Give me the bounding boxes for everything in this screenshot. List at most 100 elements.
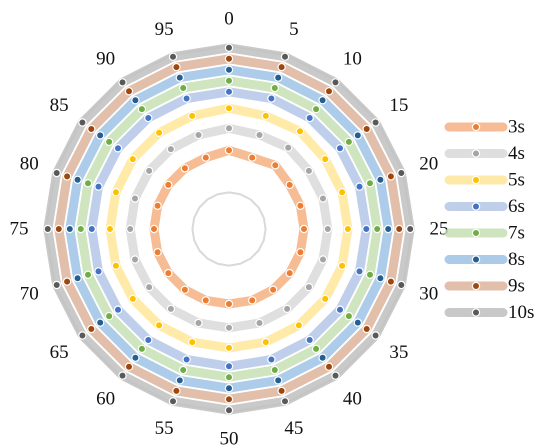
series-10s — [43, 43, 415, 415]
data-point-10s-0 — [224, 43, 234, 53]
data-point-5s-90 — [154, 128, 164, 137]
data-point-5s-50 — [224, 343, 234, 353]
data-point-6s-25 — [362, 224, 371, 234]
data-point-4s-10 — [284, 143, 293, 152]
data-point-10s-70 — [52, 280, 61, 290]
tick-label-30: 30 — [419, 283, 438, 304]
data-point-10s-45 — [280, 397, 290, 406]
data-point-4s-80 — [130, 194, 140, 203]
data-point-8s-85 — [95, 131, 105, 140]
series-7s — [76, 76, 382, 382]
data-point-10s-35 — [371, 331, 380, 340]
data-point-4s-15 — [304, 166, 314, 176]
data-point-9s-10 — [324, 87, 334, 96]
legend-label-9s: 9s — [508, 276, 525, 297]
data-point-3s-85 — [164, 180, 173, 190]
data-point-10s-50 — [224, 406, 234, 415]
legend-marker-8s — [471, 255, 481, 264]
legend-item-3s: 3s — [444, 117, 525, 138]
data-point-6s-45 — [267, 355, 276, 364]
data-point-3s-15 — [285, 180, 294, 190]
data-point-4s-25 — [323, 224, 332, 234]
legend-item-7s: 7s — [444, 223, 525, 244]
data-point-6s-55 — [182, 355, 191, 364]
legend-marker-5s — [471, 175, 481, 185]
data-point-9s-90 — [124, 87, 134, 96]
data-point-3s-25 — [299, 224, 309, 234]
data-point-3s-30 — [296, 247, 305, 257]
data-point-10s-20 — [397, 168, 406, 178]
data-point-3s-10 — [271, 161, 280, 170]
legend-item-10s: 10s — [444, 302, 534, 323]
data-point-7s-55 — [178, 365, 188, 375]
data-point-8s-80 — [73, 175, 82, 184]
data-point-9s-50 — [224, 395, 234, 404]
data-point-9s-65 — [87, 324, 96, 334]
data-point-8s-5 — [274, 73, 283, 82]
data-point-4s-50 — [224, 323, 234, 332]
data-point-8s-50 — [224, 384, 234, 393]
tick-label-10: 10 — [343, 49, 362, 70]
data-point-10s-75 — [43, 224, 53, 234]
legend-label-6s: 6s — [508, 196, 525, 217]
data-point-6s-50 — [224, 362, 234, 371]
data-point-6s-80 — [94, 182, 103, 191]
data-point-5s-70 — [111, 261, 121, 270]
series-line-10s — [43, 43, 415, 415]
data-point-4s-20 — [318, 194, 328, 203]
data-point-10s-65 — [78, 331, 87, 340]
data-point-9s-85 — [87, 124, 96, 134]
data-point-5s-95 — [187, 111, 197, 121]
data-point-10s-80 — [52, 168, 61, 178]
data-point-7s-45 — [270, 365, 279, 375]
tick-label-40: 40 — [343, 388, 362, 409]
legend-label-4s: 4s — [508, 143, 525, 164]
series-8s — [65, 65, 393, 393]
data-point-8s-35 — [353, 318, 362, 327]
data-point-10s-85 — [78, 118, 87, 127]
data-point-3s-90 — [180, 164, 190, 173]
tick-label-75: 75 — [10, 219, 29, 240]
data-point-5s-85 — [128, 154, 137, 164]
angular-tick-labels: 0 5 10 15 20 25 30 35 40 45 50 55 60 65 70 75 80 85 90 95 — [10, 9, 449, 447]
data-point-4s-40 — [282, 304, 292, 314]
data-point-10s-95 — [168, 52, 178, 61]
data-point-9s-15 — [362, 124, 371, 134]
legend: 3s 4s 5s 6s 7s 8s 9s 10s — [444, 117, 534, 323]
data-point-8s-95 — [175, 73, 184, 82]
tick-label-90: 90 — [96, 49, 115, 70]
data-point-4s-35 — [304, 282, 314, 292]
data-point-7s-10 — [311, 104, 321, 114]
data-point-6s-0 — [224, 87, 234, 97]
data-point-6s-5 — [267, 94, 276, 103]
data-point-7s-90 — [137, 104, 147, 114]
data-point-5s-5 — [261, 111, 270, 121]
data-point-8s-45 — [274, 376, 283, 385]
legend-label-3s: 3s — [508, 117, 525, 138]
tick-label-45: 45 — [284, 418, 303, 439]
data-point-3s-5 — [247, 153, 257, 162]
data-point-8s-60 — [131, 353, 140, 362]
data-point-10s-25 — [406, 224, 415, 234]
data-point-8s-0 — [224, 65, 234, 75]
data-point-9s-5 — [277, 62, 286, 72]
data-point-3s-95 — [201, 153, 210, 162]
data-point-3s-65 — [164, 268, 173, 278]
legend-item-8s: 8s — [444, 249, 525, 270]
data-point-5s-80 — [111, 187, 121, 197]
data-point-4s-85 — [144, 166, 154, 176]
data-point-6s-10 — [305, 113, 314, 123]
legend-marker-10s — [471, 308, 481, 317]
tick-label-70: 70 — [20, 283, 39, 304]
legend-marker-6s — [471, 202, 481, 211]
data-point-5s-45 — [261, 337, 270, 347]
data-point-6s-95 — [182, 94, 191, 103]
legend-item-5s: 5s — [444, 170, 525, 191]
legend-label-8s: 8s — [508, 249, 525, 270]
data-point-6s-75 — [87, 224, 97, 234]
data-point-5s-20 — [337, 187, 347, 197]
data-point-4s-55 — [194, 318, 203, 328]
data-point-6s-70 — [94, 267, 103, 276]
